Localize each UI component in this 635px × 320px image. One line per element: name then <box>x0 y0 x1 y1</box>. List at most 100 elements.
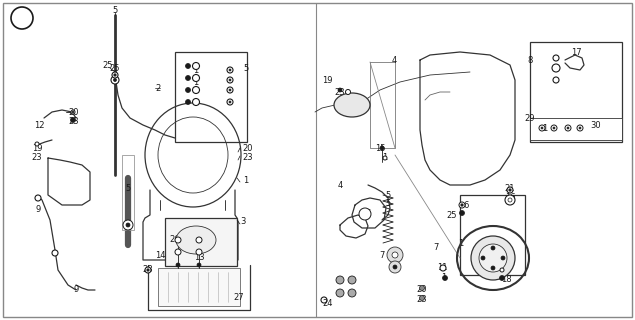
Text: 6: 6 <box>464 201 469 210</box>
Circle shape <box>196 237 202 243</box>
Circle shape <box>348 289 356 297</box>
Ellipse shape <box>359 208 371 220</box>
Bar <box>530 42 622 142</box>
Text: 15: 15 <box>375 143 385 153</box>
Ellipse shape <box>123 220 133 230</box>
Text: 18: 18 <box>500 275 511 284</box>
Circle shape <box>380 146 384 150</box>
Circle shape <box>35 142 39 146</box>
Bar <box>175 52 247 142</box>
Text: 30: 30 <box>591 121 601 130</box>
Text: 19: 19 <box>322 76 332 84</box>
Circle shape <box>552 64 560 72</box>
Circle shape <box>147 269 149 271</box>
Circle shape <box>70 117 76 123</box>
Text: 4: 4 <box>391 55 397 65</box>
Circle shape <box>185 63 190 68</box>
Circle shape <box>509 189 511 191</box>
Circle shape <box>227 77 233 83</box>
Text: 20: 20 <box>243 143 253 153</box>
Text: 22: 22 <box>501 266 511 275</box>
Bar <box>122 155 134 230</box>
Circle shape <box>460 211 464 215</box>
Text: 5: 5 <box>243 63 249 73</box>
Circle shape <box>500 268 504 272</box>
Circle shape <box>227 67 233 73</box>
Circle shape <box>126 223 130 227</box>
Circle shape <box>229 69 231 71</box>
Text: 4: 4 <box>337 180 343 189</box>
Circle shape <box>192 99 199 106</box>
Circle shape <box>553 55 559 61</box>
Text: 25: 25 <box>362 209 372 218</box>
Circle shape <box>551 125 557 131</box>
Text: 9: 9 <box>74 285 79 294</box>
Circle shape <box>197 263 201 267</box>
Circle shape <box>229 101 231 103</box>
Circle shape <box>175 249 181 255</box>
Text: 1: 1 <box>194 66 199 75</box>
Text: 8: 8 <box>527 55 533 65</box>
Text: 23: 23 <box>335 87 345 97</box>
Ellipse shape <box>479 244 507 272</box>
Text: 23: 23 <box>243 153 253 162</box>
Text: 12: 12 <box>34 121 44 130</box>
Circle shape <box>114 74 116 76</box>
Circle shape <box>175 237 181 243</box>
Text: 25: 25 <box>447 211 457 220</box>
Text: 1: 1 <box>458 238 464 247</box>
Text: 24: 24 <box>323 299 333 308</box>
Text: 26: 26 <box>170 236 180 244</box>
Circle shape <box>145 267 151 273</box>
Text: 16: 16 <box>505 193 516 202</box>
Bar <box>460 195 525 275</box>
Circle shape <box>420 295 425 300</box>
Text: 1: 1 <box>441 273 446 282</box>
Text: 5: 5 <box>385 199 391 209</box>
Circle shape <box>336 289 344 297</box>
Text: 29: 29 <box>525 114 535 123</box>
Circle shape <box>553 127 555 129</box>
Circle shape <box>196 249 202 255</box>
Circle shape <box>227 87 233 93</box>
Text: 3: 3 <box>240 218 246 227</box>
Circle shape <box>481 256 485 260</box>
Text: 2: 2 <box>156 84 161 92</box>
Circle shape <box>392 252 398 258</box>
Text: 9: 9 <box>36 205 41 214</box>
Circle shape <box>192 75 199 82</box>
Text: 17: 17 <box>571 47 581 57</box>
Circle shape <box>176 263 180 267</box>
Text: 20: 20 <box>417 285 427 294</box>
Circle shape <box>459 202 465 208</box>
Circle shape <box>541 127 543 129</box>
Circle shape <box>461 204 463 206</box>
Circle shape <box>565 125 571 131</box>
Circle shape <box>114 78 116 82</box>
Text: 1: 1 <box>194 77 199 86</box>
Circle shape <box>11 7 33 29</box>
Text: 7: 7 <box>433 243 439 252</box>
Circle shape <box>383 156 387 160</box>
Text: 20: 20 <box>69 108 79 116</box>
Text: 21: 21 <box>505 183 515 193</box>
Circle shape <box>440 265 446 271</box>
Text: 1: 1 <box>243 175 249 185</box>
Ellipse shape <box>508 198 512 202</box>
Circle shape <box>420 285 425 291</box>
Ellipse shape <box>176 226 216 254</box>
Circle shape <box>336 276 344 284</box>
Text: 11: 11 <box>437 263 447 273</box>
Circle shape <box>567 127 569 129</box>
Circle shape <box>491 266 495 270</box>
Circle shape <box>501 256 505 260</box>
Text: 25: 25 <box>103 60 113 69</box>
Circle shape <box>185 100 190 105</box>
Circle shape <box>185 76 190 81</box>
Circle shape <box>227 99 233 105</box>
Text: 5: 5 <box>112 5 117 14</box>
Text: 5: 5 <box>125 183 131 193</box>
Text: 25: 25 <box>110 63 120 73</box>
Text: 27: 27 <box>234 293 244 302</box>
Text: 13: 13 <box>194 252 204 261</box>
